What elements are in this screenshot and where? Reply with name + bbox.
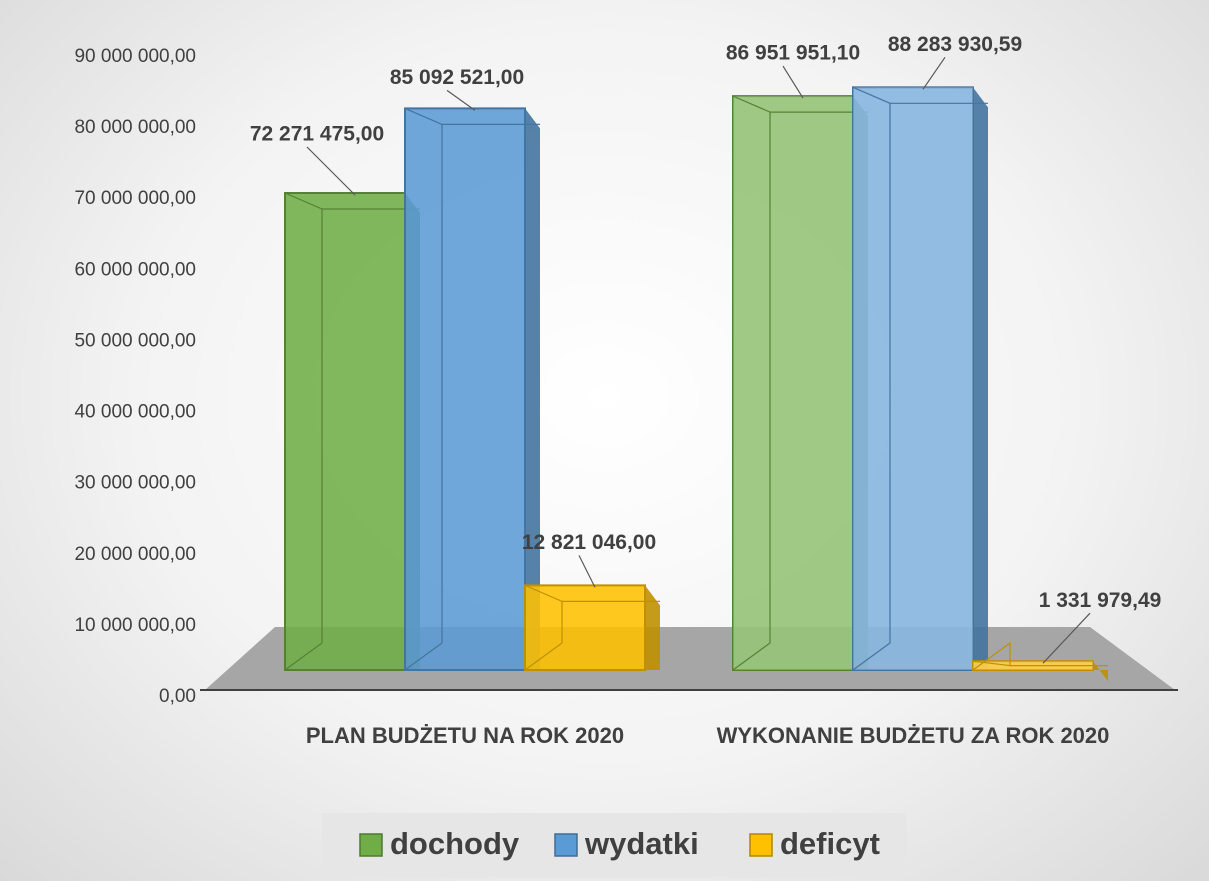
data-label: 72 271 475,00 <box>250 123 384 146</box>
y-tick-label: 30 000 000,00 <box>74 473 196 494</box>
data-label: 86 951 951,10 <box>726 42 860 65</box>
y-tick-label: 20 000 000,00 <box>74 544 196 565</box>
bar-edge <box>404 107 443 671</box>
leader-line <box>1042 612 1091 664</box>
y-tick-label: 0,00 <box>159 686 196 707</box>
y-tick-label: 50 000 000,00 <box>74 330 196 351</box>
bar-edge <box>732 95 771 671</box>
bar-side <box>525 108 540 671</box>
y-tick-label: 60 000 000,00 <box>74 259 196 280</box>
bar-edge <box>524 584 563 671</box>
bar <box>852 86 974 672</box>
legend-label: deficyt <box>780 826 880 861</box>
bar <box>404 107 526 672</box>
data-label: 12 821 046,00 <box>522 531 656 554</box>
bar-side <box>973 87 988 671</box>
bar-side <box>1093 661 1108 682</box>
legend-label: wydatki <box>584 826 699 861</box>
y-tick-label: 70 000 000,00 <box>74 188 196 209</box>
bar-edge <box>972 641 1011 671</box>
x-tick-label: WYKONANIE BUDŻETU ZA ROK 2020 <box>716 723 1110 748</box>
bar-highlight <box>853 87 973 671</box>
leader-line <box>446 89 476 111</box>
bar-side <box>645 585 660 670</box>
leader-line <box>578 555 596 588</box>
legend-box <box>322 813 907 878</box>
y-tick-label: 40 000 000,00 <box>74 402 196 423</box>
bar <box>732 95 854 671</box>
bar <box>284 192 406 671</box>
legend-swatch <box>749 833 773 857</box>
x-tick-label: PLAN BUDŻETU NA ROK 2020 <box>305 723 625 748</box>
leader-line <box>922 56 946 90</box>
bar-edge <box>852 86 891 671</box>
leader-line <box>782 65 804 99</box>
y-tick-label: 10 000 000,00 <box>74 615 196 636</box>
bar-edge <box>284 192 323 671</box>
data-label: 1 331 979,49 <box>1039 589 1162 612</box>
leader-line <box>306 146 356 196</box>
data-label: 88 283 930,59 <box>888 33 1022 56</box>
y-tick-label: 80 000 000,00 <box>74 117 196 138</box>
legend-label: dochody <box>390 826 520 861</box>
y-tick-label: 90 000 000,00 <box>74 46 196 67</box>
legend-swatch <box>554 833 578 857</box>
legend-swatch <box>359 833 383 857</box>
bar-highlight <box>733 96 853 670</box>
data-label: 85 092 521,00 <box>390 66 524 89</box>
